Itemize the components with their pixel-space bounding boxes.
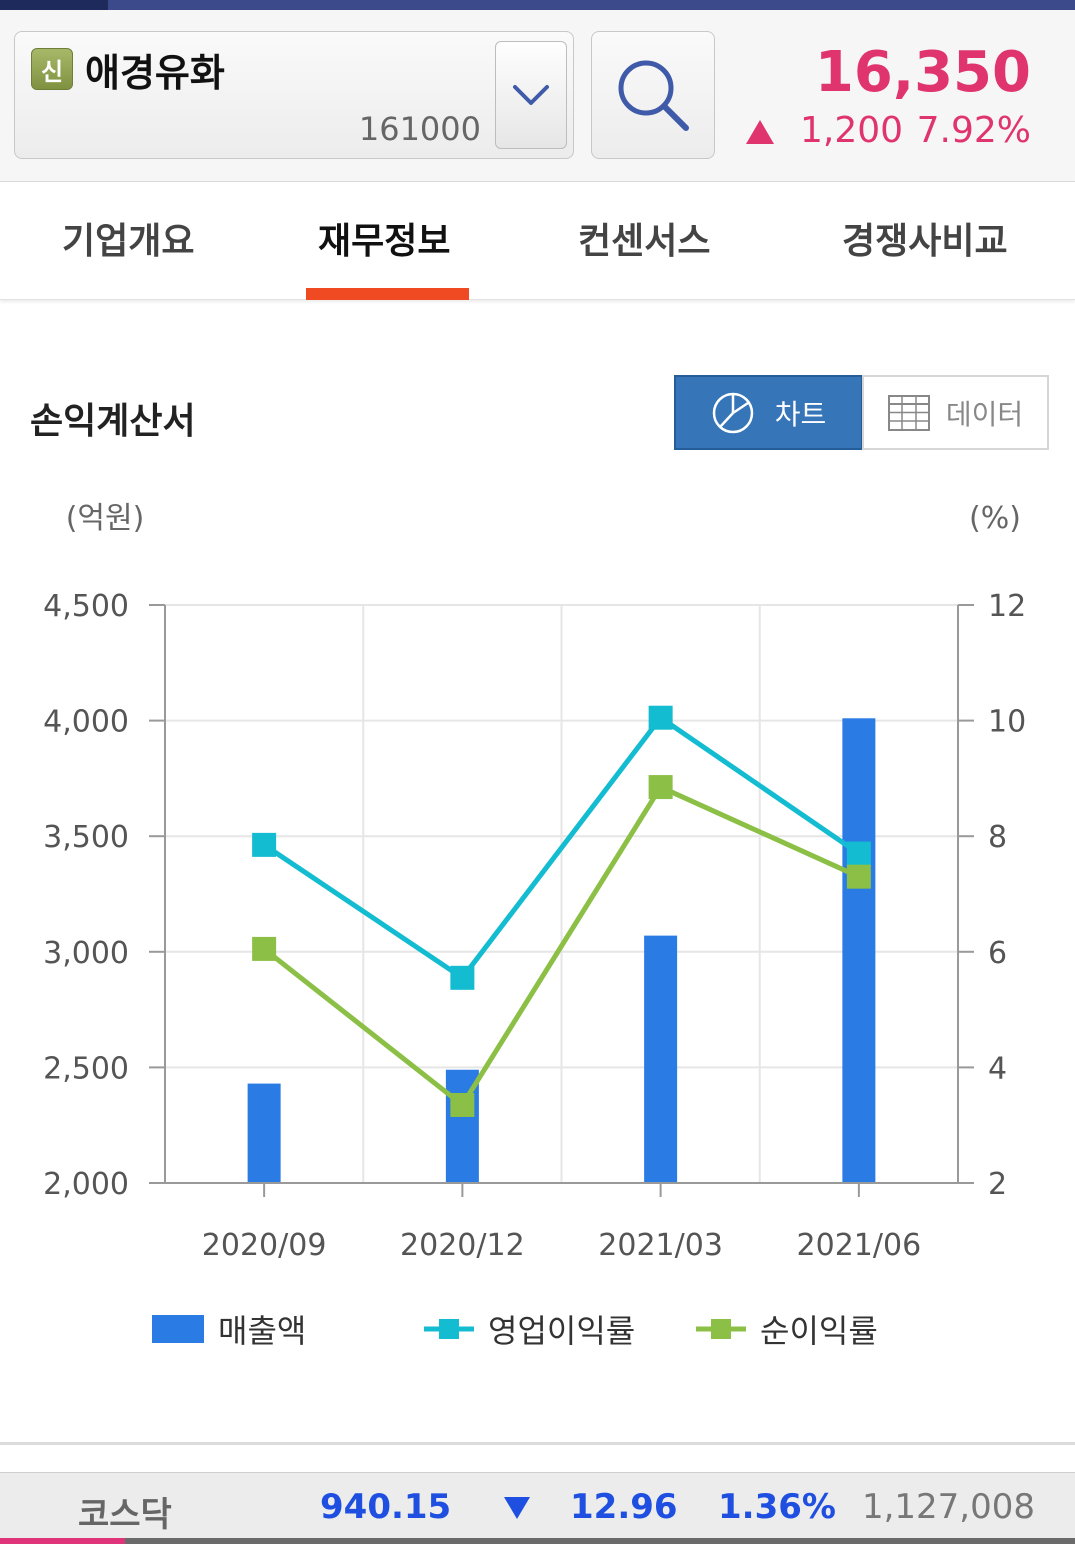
search-icon xyxy=(618,60,689,131)
chevron-down-icon xyxy=(513,85,549,105)
tab-competitor-compare[interactable]: 경쟁사비교 xyxy=(842,221,1008,262)
legend-label-operating-margin: 영업이익률 xyxy=(488,1312,636,1350)
tab-bar: 기업개요 재무정보 컨센서스 경쟁사비교 xyxy=(0,182,1075,300)
table-grid-icon xyxy=(887,394,930,431)
income-statement-chart: (억원) (%) 4,500 12 4,000 10 3,500 8 3,000 6 2,500… xyxy=(0,480,1075,1280)
left-axis-tick-label: 4,000 xyxy=(43,705,129,740)
chart-legend: 매출액 영업이익률 순이익률 xyxy=(0,1300,1075,1360)
legend-line-swatch-net xyxy=(696,1319,746,1339)
net-margin-point xyxy=(648,775,673,800)
left-axis-tick-label: 3,500 xyxy=(43,820,129,855)
section-title: 손익계산서 xyxy=(30,401,196,442)
stock-header: 신 애경유화 161000 16,350 1,200 7.92% xyxy=(0,10,1075,182)
index-volume: 1,127,008 xyxy=(861,1487,1035,1527)
bottom-accent-strip xyxy=(0,1538,1075,1544)
stock-dropdown-button[interactable] xyxy=(495,41,567,149)
operating-margin-point xyxy=(252,832,277,857)
tab-consensus[interactable]: 컨센서스 xyxy=(578,221,711,262)
stock-name: 애경유화 xyxy=(85,51,225,95)
legend-item-sales: 매출액 xyxy=(152,1306,306,1352)
net-margin-point xyxy=(846,864,871,889)
sales-bar xyxy=(644,935,678,1183)
legend-item-net-margin: 순이익률 xyxy=(696,1306,878,1352)
left-axis-tick-label: 3,000 xyxy=(43,936,129,971)
search-button[interactable] xyxy=(591,31,715,159)
price-change: 1,200 xyxy=(800,110,904,151)
price-up-arrow-icon xyxy=(746,120,774,144)
price-change-percent: 7.92% xyxy=(916,110,1031,151)
net-margin-line xyxy=(262,784,860,1108)
right-axis-tick-label: 4 xyxy=(988,1051,1007,1086)
market-index-bar[interactable]: 코스닥 940.15 12.96 1.36% 1,127,008 xyxy=(0,1472,1075,1544)
top-status-strip xyxy=(0,0,1075,10)
current-price: 16,350 xyxy=(814,40,1031,105)
x-axis-tick-label: 2021/06 xyxy=(797,1228,922,1263)
chart-svg: (억원) (%) 4,500 12 4,000 10 3,500 8 3,000 6 2,500… xyxy=(43,501,1026,1263)
right-axis-tick-label: 2 xyxy=(988,1167,1007,1202)
toggle-chart-button[interactable]: 차트 xyxy=(674,375,863,450)
toggle-chart-label: 차트 xyxy=(774,397,827,431)
left-axis-tick-label: 2,500 xyxy=(43,1051,129,1086)
net-margin-point xyxy=(450,1092,475,1117)
sales-bar xyxy=(842,718,876,1183)
pie-chart-icon xyxy=(712,392,753,433)
tab-company-overview[interactable]: 기업개요 xyxy=(62,221,195,262)
footer-divider xyxy=(0,1442,1075,1445)
operating-margin-point xyxy=(450,965,475,990)
down-arrow-icon xyxy=(504,1497,530,1519)
net-margin-point xyxy=(252,936,277,961)
index-change-percent: 1.36% xyxy=(718,1487,836,1527)
sales-bar xyxy=(247,1083,281,1183)
x-axis-tick-label: 2020/12 xyxy=(400,1228,525,1263)
legend-label-sales: 매출액 xyxy=(218,1312,307,1350)
left-axis-unit: (억원) xyxy=(66,501,145,536)
right-axis-unit: (%) xyxy=(969,501,1021,536)
x-axis-tick-label: 2020/09 xyxy=(202,1228,327,1263)
right-axis-tick-label: 12 xyxy=(988,589,1026,624)
index-change: 12.96 xyxy=(570,1487,678,1527)
new-listing-badge: 신 xyxy=(31,48,73,90)
index-name: 코스닥 xyxy=(78,1495,172,1535)
right-axis-tick-label: 8 xyxy=(988,820,1007,855)
right-axis-tick-label: 6 xyxy=(988,936,1007,971)
legend-line-swatch-operating xyxy=(424,1319,474,1339)
operating-margin-line xyxy=(262,715,861,981)
right-axis-tick-label: 10 xyxy=(988,705,1026,740)
index-value: 940.15 xyxy=(320,1487,452,1527)
legend-item-operating-margin: 영업이익률 xyxy=(424,1306,635,1352)
toggle-data-label: 데이터 xyxy=(945,397,1024,431)
legend-label-net-margin: 순이익률 xyxy=(760,1312,878,1350)
operating-margin-point xyxy=(846,841,871,866)
toggle-data-button[interactable]: 데이터 xyxy=(862,375,1049,450)
left-axis-tick-label: 2,000 xyxy=(43,1167,129,1202)
active-tab-indicator xyxy=(306,288,469,300)
stock-code: 161000 xyxy=(358,110,481,148)
legend-bar-swatch xyxy=(152,1315,204,1343)
x-axis-tick-label: 2021/03 xyxy=(598,1228,723,1263)
tab-financial-info[interactable]: 재무정보 xyxy=(318,221,451,262)
left-axis-tick-label: 4,500 xyxy=(43,589,129,624)
stock-selector[interactable]: 신 애경유화 161000 xyxy=(14,31,574,159)
operating-margin-point xyxy=(648,705,673,730)
